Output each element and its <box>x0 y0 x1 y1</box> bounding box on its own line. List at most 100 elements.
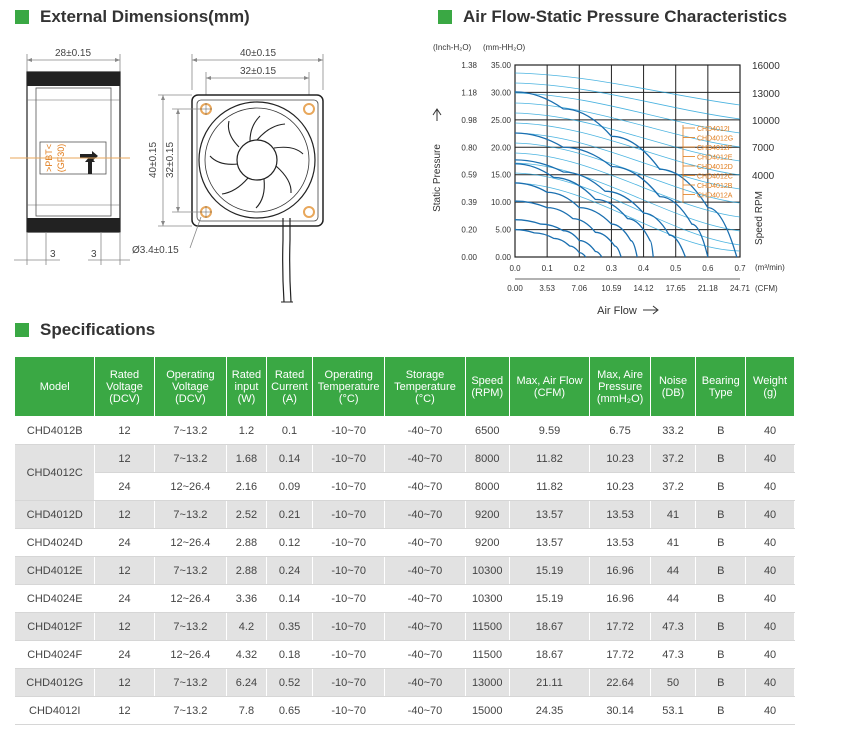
table-cell: 13.53 <box>589 528 651 557</box>
table-cell: -40~70 <box>384 444 466 473</box>
table-cell: 12~26.4 <box>154 584 228 613</box>
legend-item: CHD4012C <box>697 174 733 181</box>
model-cell: CHD4012E <box>15 556 96 585</box>
table-cell: 6.75 <box>589 416 651 445</box>
table-header-cell: Storage Temperature (°C) <box>384 357 466 417</box>
rpm-tick: 16000 <box>752 61 780 72</box>
dimensions-title: External Dimensions(mm) <box>40 7 250 26</box>
table-header-cell: Rated Voltage (DCV) <box>94 357 155 417</box>
table-cell: 3.36 <box>226 584 267 613</box>
model-cell: CHD4012G <box>15 668 96 697</box>
x-tick-m3: 0.7 <box>734 264 746 273</box>
y-tick-mm: 30.00 <box>491 88 512 97</box>
table-cell: 13.53 <box>589 500 651 529</box>
section-marker-icon <box>15 323 29 337</box>
table-cell: -40~70 <box>384 612 466 641</box>
table-cell: 40 <box>745 612 795 641</box>
table-row: CHD4012C 12 7~13.2 1.68 0.14 -10~70 -40~70 8000… <box>15 444 795 501</box>
table-cell: 7~13.2 <box>154 500 228 529</box>
table-cell: 11500 <box>465 612 510 641</box>
table-cell: 12 <box>94 612 155 641</box>
table-cell: 30.14 <box>589 696 651 725</box>
table-cell: 10300 <box>465 584 510 613</box>
rpm-curve <box>514 72 741 106</box>
hole-spacing-v-label: 32±0.15 <box>165 142 176 179</box>
legend-item: CHD4012E <box>697 155 733 162</box>
front-height-label: 40±0.15 <box>148 142 159 179</box>
table-cell: -10~70 <box>312 472 385 501</box>
specs-title: Specifications <box>40 320 156 339</box>
table-cell: 12 <box>94 444 155 473</box>
model-cell: CHD4012F <box>15 612 96 641</box>
table-cell: -10~70 <box>312 416 385 445</box>
y-tick-inch: 0.39 <box>461 198 477 207</box>
table-cell: 40 <box>745 528 795 557</box>
table-cell: 9200 <box>465 528 510 557</box>
table-cell: B <box>695 696 747 725</box>
table-cell: 40 <box>745 696 795 725</box>
table-cell: 40 <box>745 668 795 697</box>
specs-table: Model Rated Voltage (DCV) Operating Voltag… <box>15 357 795 725</box>
y-tick-inch: 0.59 <box>461 171 477 180</box>
table-cell: -40~70 <box>384 696 466 725</box>
table-cell: 12 <box>94 556 155 585</box>
rpm-curve <box>514 112 741 162</box>
y-tick-inch: 0.98 <box>461 116 477 125</box>
legend-item: CHD4012A <box>697 193 733 200</box>
table-cell: 13000 <box>465 668 510 697</box>
table-header-cell: Bearing Type <box>695 357 747 417</box>
x-unit-m3: (m³/min) <box>755 263 785 272</box>
table-header-cell: Rated input (W) <box>226 357 267 417</box>
table-header-cell: Noise (DB) <box>650 357 697 417</box>
series-line-chd4012a <box>514 228 587 258</box>
table-cell: 13.57 <box>509 500 591 529</box>
table-cell: 8000 <box>465 444 510 473</box>
table-cell: -10~70 <box>312 668 385 697</box>
hole-spacing-label: 32±0.15 <box>240 66 277 77</box>
table-cell: 37.2 <box>650 472 697 501</box>
table-cell: 0.18 <box>266 640 314 669</box>
table-cell: 1.68 <box>226 444 267 473</box>
legend-item: CHD4012I <box>697 126 730 133</box>
pressure-curves <box>514 91 738 258</box>
table-cell: 16.96 <box>589 584 651 613</box>
series-line-chd4012e <box>514 163 654 258</box>
table-cell: 0.35 <box>266 612 314 641</box>
y-unit-inch: (Inch-H₂O) <box>433 43 472 52</box>
legend-item: CHD4012B <box>697 183 733 190</box>
x-tick-cfm: 3.53 <box>539 284 555 293</box>
table-cell: 53.1 <box>650 696 697 725</box>
table-header-cell: Operating Voltage (DCV) <box>154 357 228 417</box>
table-cell: B <box>695 416 747 445</box>
table-cell: 33.2 <box>650 416 697 445</box>
table-cell: 17.72 <box>589 640 651 669</box>
table-cell: 2.88 <box>226 528 267 557</box>
table-cell: 0.12 <box>266 528 314 557</box>
table-cell: 0.65 <box>266 696 314 725</box>
table-cell: -10~70 <box>312 528 385 557</box>
table-cell: 0.21 <box>266 500 314 529</box>
table-cell: 7~13.2 <box>154 696 228 725</box>
table-cell: 12~26.4 <box>154 472 228 501</box>
table-cell: 0.52 <box>266 668 314 697</box>
table-cell: 41 <box>650 500 697 529</box>
x-tick-cfm: 10.59 <box>601 284 622 293</box>
table-row: CHD4012E 12 7~13.2 2.88 0.24 -10~70 -40~70 1030… <box>15 556 795 585</box>
model-cell: CHD4012C <box>15 444 96 501</box>
table-cell: 40 <box>745 556 795 585</box>
airflow-pressure-chart: (Inch-H₂O) (mm-HH₂O) 35.00 1.38 30.00 1.18 2… <box>432 43 785 317</box>
series-line-chd4012i <box>514 91 738 258</box>
table-cell: 8000 <box>465 472 510 501</box>
x-unit-cfm: (CFM) <box>755 284 778 293</box>
table-cell: 13.57 <box>509 528 591 557</box>
table-header-cell: Operating Temperature (°C) <box>312 357 385 417</box>
table-row: CHD4012B 12 7~13.2 1.2 0.1 -10~70 -40~70 6500 9.… <box>15 416 795 445</box>
table-cell: 24 <box>94 528 155 557</box>
table-cell: 18.67 <box>509 612 591 641</box>
rpm-tick: 10000 <box>752 116 780 127</box>
table-cell: -40~70 <box>384 556 466 585</box>
table-cell: 40 <box>745 444 795 473</box>
table-cell: 44 <box>650 584 697 613</box>
table-header-cell: Speed (RPM) <box>465 357 510 417</box>
y-tick-inch: 1.38 <box>461 61 477 70</box>
